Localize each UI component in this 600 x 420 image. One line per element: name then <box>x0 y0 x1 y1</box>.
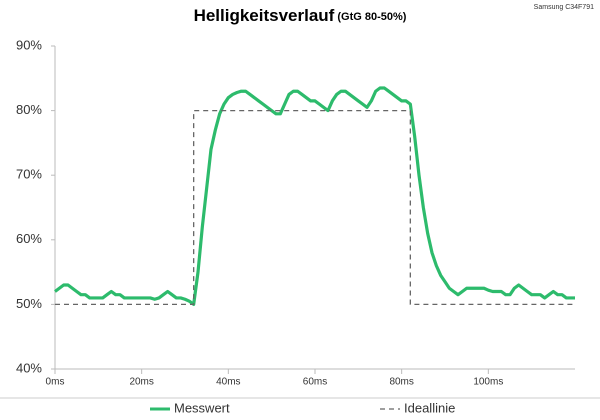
y-tick-label: 70% <box>16 167 42 182</box>
x-tick-label: 100ms <box>473 377 503 388</box>
chart-subtitle: (GtG 80-50%) <box>337 11 406 23</box>
chart-title: Helligkeitsverlauf <box>194 6 335 25</box>
x-tick-label: 40ms <box>216 377 240 388</box>
annotation: Samsung C34F791 <box>534 4 594 11</box>
series-line <box>55 109 575 306</box>
y-tick-label: 50% <box>16 296 42 311</box>
x-tick-label: 0ms <box>46 377 65 388</box>
legend-label: Messwert <box>174 400 230 415</box>
series-line <box>54 86 575 306</box>
x-tick-label: 20ms <box>129 377 153 388</box>
x-tick-label: 60ms <box>303 377 327 388</box>
y-tick-label: 40% <box>16 360 42 375</box>
y-tick-label: 90% <box>16 37 42 52</box>
legend-label: Ideallinie <box>404 400 455 415</box>
y-tick-label: 60% <box>16 231 42 246</box>
x-tick-label: 80ms <box>389 377 413 388</box>
y-tick-label: 80% <box>16 102 42 117</box>
chart-title-group: Helligkeitsverlauf (GtG 80-50%) <box>194 6 407 25</box>
